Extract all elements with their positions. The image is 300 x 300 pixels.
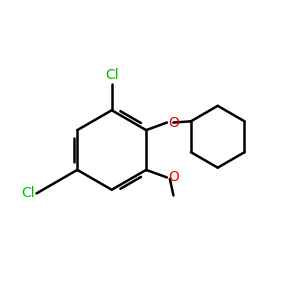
Text: O: O — [168, 170, 179, 184]
Text: Cl: Cl — [105, 68, 119, 82]
Text: O: O — [168, 116, 179, 130]
Text: Cl: Cl — [21, 186, 35, 200]
